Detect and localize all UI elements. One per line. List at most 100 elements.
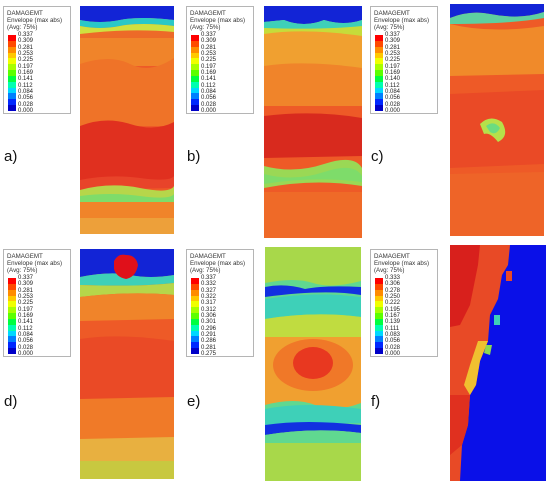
legend: DAMAGEMT Envelope (max abs) (Avg: 75%) 0… xyxy=(370,6,438,114)
color-swatch xyxy=(191,35,199,42)
color-swatch xyxy=(191,58,199,65)
color-swatch xyxy=(375,295,383,302)
legend-tick-label: 0.309 xyxy=(18,281,34,288)
color-swatch xyxy=(191,307,199,314)
color-swatch xyxy=(8,283,16,291)
color-swatch xyxy=(191,52,199,59)
color-swatch xyxy=(8,64,16,71)
legend-tick-label: 0.112 xyxy=(385,82,400,89)
legend-tick-label: 0.197 xyxy=(18,306,34,313)
legend-tick-label: 0.167 xyxy=(385,313,401,319)
legend-tick-label: 0.309 xyxy=(385,38,401,45)
legend-avg: (Avg: 75%) xyxy=(374,267,405,274)
legend-tick-label: 0.253 xyxy=(385,51,401,57)
legend-tick-label: 0.169 xyxy=(201,70,217,76)
legend-tick-label: 0.169 xyxy=(18,70,34,76)
legend-tick-label: 0.000 xyxy=(385,108,401,114)
color-swatch xyxy=(375,318,383,326)
legend-tick-label: 0.140 xyxy=(385,76,401,83)
legend-tick-label: 0.084 xyxy=(201,89,217,95)
legend-tick-label: 0.111 xyxy=(385,325,400,332)
contour-plot xyxy=(265,247,361,481)
color-swatch xyxy=(375,75,383,83)
color-swatch xyxy=(8,87,16,94)
legend-tick-label: 0.112 xyxy=(201,82,216,89)
panel-f: DAMAGEMT Envelope (max abs) (Avg: 75%) 0… xyxy=(367,243,550,483)
legend-tick-label: 0.309 xyxy=(18,38,34,45)
contour-plot xyxy=(450,4,544,236)
legend-tick-label: 0.306 xyxy=(385,281,401,288)
color-swatch xyxy=(8,289,16,297)
color-swatch xyxy=(191,289,199,297)
color-swatch xyxy=(8,58,16,65)
color-swatch xyxy=(8,336,16,343)
color-swatch xyxy=(375,330,383,337)
legend-tick-label: 0.056 xyxy=(385,95,401,102)
legend: DAMAGEMT Envelope (max abs) (Avg: 75%) 0… xyxy=(370,249,438,357)
legend: DAMAGEMT Envelope (max abs) (Avg: 75%) 0… xyxy=(186,249,254,357)
legend-tick-label: 0.141 xyxy=(201,76,217,83)
color-swatch xyxy=(8,301,16,308)
color-scale-bar xyxy=(8,278,16,355)
color-swatch xyxy=(191,75,199,83)
legend-tick-label: 0.225 xyxy=(18,57,34,64)
color-swatch xyxy=(191,313,199,320)
legend-tick-label: 0.084 xyxy=(18,89,34,95)
color-swatch xyxy=(375,64,383,71)
color-swatch xyxy=(8,35,16,42)
legend-tick-label: 0.337 xyxy=(385,32,401,38)
legend-tick-label: 0.197 xyxy=(201,63,217,70)
panel-a: DAMAGEMT Envelope (max abs) (Avg: 75%) 0… xyxy=(0,0,183,240)
legend-tick-label: 0.301 xyxy=(201,319,217,326)
legend-tick-label: 0.222 xyxy=(385,300,401,307)
legend-title: DAMAGEMT xyxy=(190,10,226,17)
color-swatch xyxy=(8,70,16,77)
legend-tick-label: 0.322 xyxy=(201,294,217,300)
legend-tick-label: 0.056 xyxy=(385,338,401,345)
legend-subtitle: Envelope (max abs) xyxy=(374,260,430,267)
color-swatch xyxy=(191,46,199,54)
panel-b: DAMAGEMT Envelope (max abs) (Avg: 75%) 0… xyxy=(183,0,366,240)
color-swatch xyxy=(8,75,16,83)
color-swatch xyxy=(375,301,383,308)
legend-tick-label: 0.327 xyxy=(201,287,217,294)
color-swatch xyxy=(8,105,16,112)
contour-plot xyxy=(264,6,362,238)
legend-subtitle: Envelope (max abs) xyxy=(190,17,246,24)
color-swatch xyxy=(8,348,16,355)
legend-tick-label: 0.309 xyxy=(201,38,217,45)
legend-tick-label: 0.112 xyxy=(18,82,33,89)
legend-tick-label: 0.281 xyxy=(18,44,34,51)
color-swatch xyxy=(375,342,383,349)
color-swatch xyxy=(8,93,16,100)
color-swatch xyxy=(375,336,383,343)
legend-tick-label: 0.028 xyxy=(18,101,34,108)
color-swatch xyxy=(191,283,199,291)
legend-tick-label: 0.291 xyxy=(201,332,217,338)
legend-tick-label: 0.141 xyxy=(18,319,34,326)
color-swatch xyxy=(8,46,16,54)
legend-tick-label: 0.028 xyxy=(18,344,34,351)
color-swatch xyxy=(191,278,199,285)
color-swatch xyxy=(375,40,383,48)
legend-tick-label: 0.253 xyxy=(201,51,217,57)
color-swatch xyxy=(8,342,16,349)
legend-tick-label: 0.337 xyxy=(18,275,34,281)
legend-avg: (Avg: 75%) xyxy=(374,24,405,31)
color-scale-bar xyxy=(375,35,383,112)
legend-tick-label: 0.296 xyxy=(201,325,217,332)
legend: DAMAGEMT Envelope (max abs) (Avg: 75%) 0… xyxy=(3,249,71,357)
legend-tick-label: 0.281 xyxy=(385,44,401,51)
color-swatch xyxy=(8,330,16,337)
color-swatch xyxy=(8,278,16,285)
color-swatch xyxy=(375,58,383,65)
legend-avg: (Avg: 75%) xyxy=(190,267,221,274)
legend-tick-label: 0.084 xyxy=(18,332,34,338)
panel-d: DAMAGEMT Envelope (max abs) (Avg: 75%) 0… xyxy=(0,243,183,483)
legend-tick-label: 0.056 xyxy=(201,95,217,102)
contour-plot xyxy=(80,249,174,479)
color-swatch xyxy=(375,81,383,89)
legend-tick-label: 0.028 xyxy=(385,101,401,108)
legend-tick-label: 0.275 xyxy=(201,351,217,357)
legend-tick-label: 0.000 xyxy=(18,108,34,114)
